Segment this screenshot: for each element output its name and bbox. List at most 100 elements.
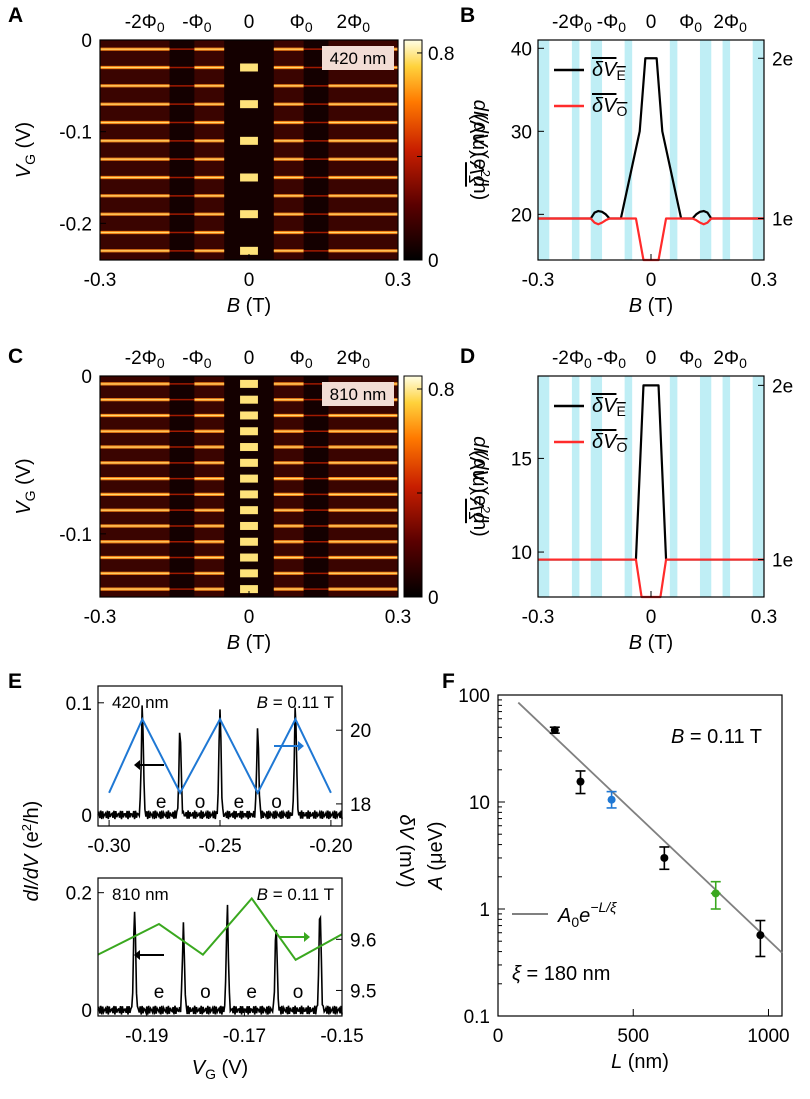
b-shaded-band (752, 40, 764, 260)
a-y-tick-label: -0.2 (59, 214, 92, 235)
e-top-y2-tick-label: 18 (350, 795, 371, 816)
panel-a-heatmap: -0.3 0 0.3 0 -0.1 -0.2 -2Φ0 -Φ0 0 Φ0 2Φ0 420 nm B (T… (13, 12, 493, 317)
c-zero-field-peak (240, 553, 258, 562)
c-zero-field-peak (240, 569, 258, 578)
c-x-axis-label: B (T) (227, 632, 271, 654)
a-colorbar-label: dI/dV (e2/h)dI/dV (e²/h) (469, 100, 493, 201)
e-top-right-arrow-head (298, 741, 304, 751)
f-data-point (756, 931, 765, 940)
c-y-tick-label: 0 (81, 367, 92, 388)
c-zero-field-peak (240, 443, 258, 452)
e-top-y-tick-label: 0 (81, 806, 92, 827)
b-shaded-band (722, 40, 731, 260)
b-x-axis-label: B (T) (629, 295, 673, 317)
e-bottom-x-tick-label: -0.15 (320, 1026, 363, 1047)
d-shaded-band (538, 376, 550, 597)
a-flux-tick-label: -Φ0 (182, 12, 212, 35)
d-shaded-band (571, 376, 580, 597)
e-y-axis-label: dI/dV (e2/h)dI/dV (e²/h) (19, 801, 43, 902)
a-y-tick-label: 0 (81, 31, 92, 52)
f-data-point (660, 853, 669, 862)
c-dark-band (169, 376, 195, 597)
c-zero-field-peak (240, 474, 258, 483)
e-bottom-parity-label: e (246, 982, 257, 1003)
e-top-y-tick-label: 0.1 (66, 694, 92, 715)
panel-label-b: B (460, 4, 475, 27)
f-x-tick-label: 1000 (747, 1026, 789, 1047)
c-dark-band (303, 376, 329, 597)
c-flux-tick-label: Φ0 (290, 348, 313, 371)
c-zero-field-peak (240, 379, 258, 388)
c-zero-field-peak (240, 521, 258, 530)
b-shaded-band (571, 40, 580, 260)
b-flux-tick-label: -Φ0 (597, 12, 627, 35)
e-top-y2-tick-label: 20 (350, 721, 371, 742)
c-colorbar-label: dI/dV (e2/h)dI/dV (e²/h) (469, 436, 493, 537)
d-shaded-band (669, 376, 678, 597)
e-bottom-parity-label: o (293, 982, 304, 1003)
a-dark-band (224, 40, 274, 260)
d-right-tick-label: 1e (772, 551, 793, 572)
c-zero-field-peak (240, 411, 258, 420)
d-y-tick-label: 10 (511, 543, 532, 564)
a-zero-field-peak (240, 136, 258, 145)
f-y-tick-label: 1 (479, 900, 490, 921)
a-colorbar-tick-label: 0 (428, 251, 439, 272)
b-x-tick-label: -0.3 (522, 270, 555, 291)
c-zero-field-peak (240, 490, 258, 499)
f-x-tick-label: 0 (493, 1026, 504, 1047)
d-y-axis-label: δV (mV) (467, 450, 489, 523)
d-shaded-band (752, 376, 764, 597)
d-flux-tick-label: -2Φ0 (552, 348, 592, 371)
f-x-tick-label: 500 (617, 1026, 649, 1047)
f-legend-label: A0e−L/ξ (557, 899, 617, 930)
c-zero-field-peak (240, 585, 258, 594)
c-flux-tick-label: 0 (244, 348, 255, 369)
f-data-point (607, 795, 616, 804)
c-flux-tick-label: -Φ0 (182, 348, 212, 371)
e-bottom-deltaV-trace (97, 896, 343, 962)
c-flux-tick-label: 2Φ0 (337, 348, 371, 371)
b-flux-tick-label: Φ0 (679, 12, 702, 35)
c-annotation-box (322, 382, 394, 406)
e-bottom-y2-tick-label: 9.6 (350, 930, 376, 951)
a-y-tick-label: -0.1 (59, 123, 92, 144)
c-zero-field-peak (240, 458, 258, 467)
e-top-length-annotation: 420 nm (112, 693, 169, 712)
a-y-axis-label: VG (V) (13, 122, 38, 178)
c-zero-field-peak (240, 506, 258, 515)
e-bottom-field-annotation: B = 0.11 T (257, 885, 334, 904)
e-top-parity-label: e (234, 792, 245, 813)
a-zero-field-peak (240, 246, 258, 255)
e-top-parity-label: e (156, 792, 167, 813)
b-y-tick-label: 30 (511, 122, 532, 143)
d-flux-tick-label: 2Φ0 (713, 348, 747, 371)
b-x-tick-label: 0 (646, 270, 657, 291)
f-y-tick-label: 100 (458, 686, 490, 707)
f-field-annotation: B = 0.11 T (671, 726, 762, 748)
d-x-tick-label: 0 (646, 607, 657, 628)
e-x-axis-label: VG (V) (192, 1057, 248, 1082)
a-x-tick-label: -0.3 (84, 270, 117, 291)
a-flux-tick-label: -2Φ0 (125, 12, 165, 35)
c-zero-field-peak (240, 427, 258, 436)
e-bottom-y-tick-label: 0.2 (66, 884, 92, 905)
d-flux-tick-label: 0 (646, 348, 657, 369)
e-bottom-parity-label: o (200, 982, 211, 1003)
b-right-tick-label: 2e (772, 49, 793, 70)
a-annotation-box (322, 46, 394, 70)
panel-label-e: E (8, 670, 22, 693)
b-flux-tick-label: 0 (646, 12, 657, 33)
d-y-tick-label: 15 (511, 449, 532, 470)
d-x-tick-label: -0.3 (522, 607, 555, 628)
e-bottom-right-arrow-head (304, 932, 310, 942)
e-y2-axis-label: δV (mV)δV (mV) (395, 814, 417, 887)
f-y-tick-label: 10 (469, 793, 490, 814)
panel-label-c: C (8, 345, 23, 368)
b-series-even (538, 57, 764, 220)
a-x-tick-label: 0.3 (385, 270, 411, 291)
d-x-axis-label: B (T) (629, 632, 673, 654)
c-zero-field-peak (240, 537, 258, 546)
f-y-tick-label: 0.1 (464, 1007, 490, 1028)
panel-e-traces: -0.30 -0.25 -0.20 0 0.1 18 20 420 nm B = 0.11 T e… (19, 685, 417, 1082)
